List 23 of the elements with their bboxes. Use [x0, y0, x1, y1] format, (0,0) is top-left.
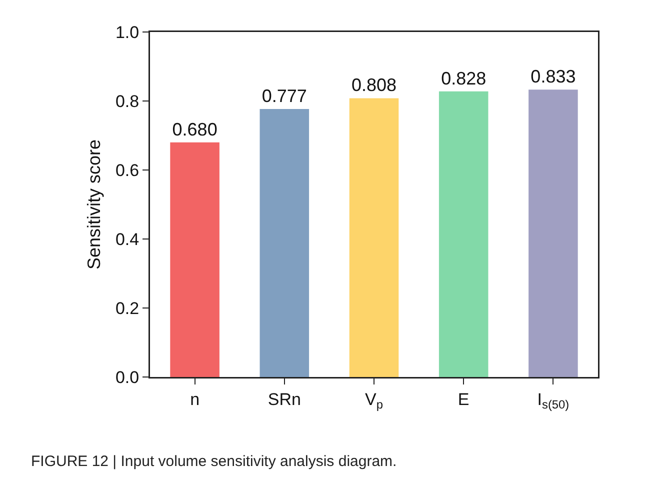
y-tick-label: 0.4 [115, 230, 140, 249]
bar [349, 98, 399, 377]
y-axis-title: Sensitivity score [84, 139, 104, 270]
y-tick-label: 0.2 [115, 298, 140, 318]
bar [438, 91, 488, 377]
data-label: 0.777 [262, 86, 307, 106]
x-tick-label: SRn [268, 390, 301, 409]
data-label: 0.808 [351, 75, 397, 96]
y-tick-label: 0.8 [115, 92, 140, 111]
bar [260, 108, 310, 377]
data-label: 0.833 [530, 66, 576, 87]
y-tick-label: 0.6 [115, 160, 140, 180]
x-tick-label: I$_{s(50)}$ [537, 390, 570, 412]
x-tick-label: V$_{p}$ [365, 390, 384, 412]
data-label: 0.680 [172, 119, 218, 140]
bar [170, 142, 220, 377]
bar [528, 90, 578, 377]
y-tick-label: 0.0 [115, 368, 140, 387]
x-tick-label: n [190, 390, 200, 409]
y-tick-label: 1.0 [115, 22, 140, 42]
caption: FIGURE 12 | Input volume sensitivity analysis diagram. [31, 453, 397, 470]
x-tick-label: E [458, 390, 470, 409]
data-label: 0.828 [441, 68, 486, 88]
